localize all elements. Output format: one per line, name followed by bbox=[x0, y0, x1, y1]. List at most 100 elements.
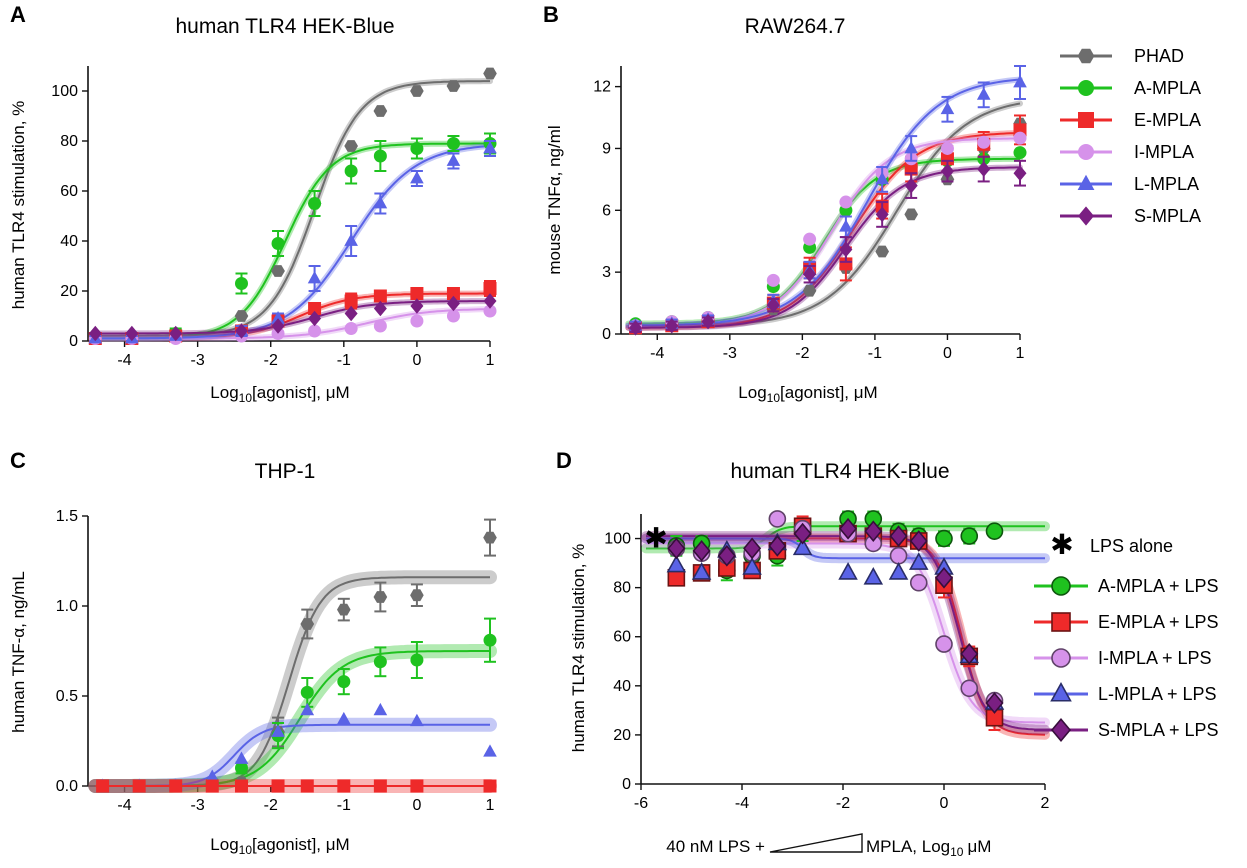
panel-c-data-point bbox=[300, 702, 315, 716]
panel-d-i-mpla-fit-line bbox=[646, 542, 1045, 724]
panel-d-y-tick-label: 0 bbox=[622, 776, 631, 793]
panel-c-data-point bbox=[205, 769, 220, 782]
legend-item-i-mpla-lps: I-MPLA + LPS bbox=[1034, 648, 1212, 668]
panel-c-data-point bbox=[300, 685, 314, 699]
panel-d-data-point bbox=[935, 635, 953, 653]
panel-d-title: human TLR4 HEK-Blue bbox=[730, 460, 949, 483]
panel-a-y-tick-label: 40 bbox=[60, 233, 78, 250]
panel-c-data-point bbox=[271, 724, 285, 737]
panel-d-data-point bbox=[792, 537, 813, 556]
panel-a-data-point bbox=[483, 293, 497, 309]
panel-b-data-point bbox=[904, 177, 918, 194]
panel-b-data-point bbox=[940, 101, 955, 115]
panel-b-y-tick-label: 9 bbox=[602, 140, 611, 157]
panel-a-data-point bbox=[410, 314, 424, 328]
panel-c-data-point bbox=[132, 779, 146, 793]
panel-a-y-tick-label: 80 bbox=[60, 133, 78, 150]
panel-a-data-point bbox=[308, 197, 322, 210]
panel-a-data-point bbox=[373, 105, 388, 117]
panel-c-data-point bbox=[373, 655, 387, 669]
legend-marker-triangle-icon bbox=[1077, 174, 1095, 190]
legend-label: I-MPLA + LPS bbox=[1098, 648, 1212, 668]
panel-d-y-tick-label: 20 bbox=[613, 727, 631, 744]
panel-b-data-point bbox=[875, 206, 889, 223]
panel-b-data-point bbox=[1013, 165, 1027, 181]
panel-a-data-point bbox=[271, 237, 285, 250]
panel-c-data-point bbox=[234, 751, 249, 764]
panel-a-data-point bbox=[410, 287, 424, 300]
panel-b-data-point bbox=[940, 163, 954, 179]
panel-a-data-point bbox=[483, 67, 497, 80]
legend-item-l-mpla-lps: L-MPLA + LPS bbox=[1034, 681, 1217, 704]
panel-d-y-axis-label: human TLR4 stimulation, % bbox=[569, 544, 588, 753]
panel-d-y-tick-label: 80 bbox=[613, 580, 631, 597]
panel-a-x-tick-label: -2 bbox=[264, 352, 278, 369]
panel-a-data-point bbox=[373, 289, 387, 303]
panel-b-y-tick-label: 12 bbox=[593, 79, 611, 96]
panel-b-data-point bbox=[803, 266, 817, 283]
panel-b-l-mpla-confidence-band bbox=[625, 76, 1023, 329]
panel-a-data-point bbox=[446, 295, 460, 312]
panel-b-data-point bbox=[766, 297, 780, 313]
legend-item-e-mpla: E-MPLA bbox=[1060, 110, 1201, 130]
panel-a-data-point bbox=[308, 324, 322, 338]
panel-a-data-point bbox=[234, 310, 249, 322]
panel-d-data-point bbox=[768, 510, 787, 528]
panel-a-data-point bbox=[344, 305, 358, 322]
legend-label: LPS alone bbox=[1090, 536, 1173, 556]
panel-a-y-tick-label: 100 bbox=[51, 83, 78, 100]
panel-b-data-point bbox=[766, 273, 780, 287]
panel-d-data-point bbox=[985, 522, 1004, 540]
panel-c-data-point bbox=[410, 713, 424, 727]
panel-letter-a: A bbox=[10, 2, 26, 27]
panel-c-data-point bbox=[373, 702, 388, 716]
panel-a-data-point bbox=[446, 287, 460, 300]
panel-b-x-tick-label: -4 bbox=[650, 345, 664, 362]
panel-a-data-point bbox=[483, 282, 497, 295]
panel-b-x-axis-label: Log10[agonist], μM bbox=[738, 383, 877, 405]
panel-c-x-tick-label: -4 bbox=[117, 797, 131, 814]
panel-d-series-s-mpla bbox=[667, 517, 1004, 714]
panel-b-data-point bbox=[940, 152, 954, 166]
panel-d-data-point bbox=[717, 544, 736, 567]
panel-a-data-point bbox=[483, 141, 497, 154]
legend-label: S-MPLA bbox=[1134, 206, 1201, 226]
panel-b-series-e-mpla bbox=[629, 114, 1027, 335]
panel-d-data-point bbox=[863, 566, 884, 585]
legend-d: ✱ LPS alone A-MPLA + LPS E-MPLA + LPS I-MPLA… bbox=[1034, 529, 1219, 743]
legend-label: PHAD bbox=[1134, 46, 1184, 66]
panel-c-data-point bbox=[410, 653, 424, 667]
legend-label: E-MPLA bbox=[1134, 110, 1201, 130]
panel-d-data-point bbox=[985, 692, 1004, 714]
panel-a-data-point bbox=[446, 153, 461, 166]
panel-b-title: RAW264.7 bbox=[745, 15, 846, 38]
panel-b-data-point bbox=[629, 320, 643, 336]
panel-letter-b: B bbox=[543, 2, 559, 27]
legend-label: A-MPLA + LPS bbox=[1098, 576, 1219, 596]
panel-d-data-point bbox=[960, 679, 979, 698]
panel-c-data-point bbox=[337, 675, 351, 689]
panel-b-x-tick-label: -3 bbox=[723, 345, 737, 362]
panel-b-x-tick-label: -2 bbox=[795, 345, 809, 362]
panel-c-y-tick-label: 1.0 bbox=[56, 598, 78, 615]
panel-a-x-axis-label: Log10[agonist], μM bbox=[210, 383, 349, 405]
panel-b-l-mpla-fit-line bbox=[628, 78, 1021, 327]
panel-a-y-axis-label: human TLR4 stimulation, % bbox=[9, 101, 28, 310]
panel-b-data-point bbox=[665, 317, 679, 334]
panel-a-data-point bbox=[234, 323, 248, 339]
panel-c-series-e-mpla bbox=[96, 779, 497, 793]
panel-c-data-point bbox=[205, 779, 219, 793]
legend-label: E-MPLA + LPS bbox=[1098, 612, 1219, 632]
panel-c-title: THP-1 bbox=[255, 460, 316, 483]
panel-a-data-point bbox=[344, 294, 358, 308]
panel-b-series-s-mpla bbox=[629, 155, 1027, 336]
panel-a-data-point bbox=[125, 325, 139, 342]
panel-d-data-point bbox=[838, 562, 858, 580]
panel-b-data-point bbox=[875, 171, 889, 185]
panel-c-x-tick-label: 1 bbox=[486, 797, 495, 814]
panel-c-data-point bbox=[410, 589, 424, 602]
panel-a-data-point bbox=[373, 149, 387, 163]
panel-c-data-point bbox=[483, 531, 497, 544]
panel-b-data-point bbox=[940, 141, 954, 155]
panel-d-data-point bbox=[960, 643, 979, 665]
